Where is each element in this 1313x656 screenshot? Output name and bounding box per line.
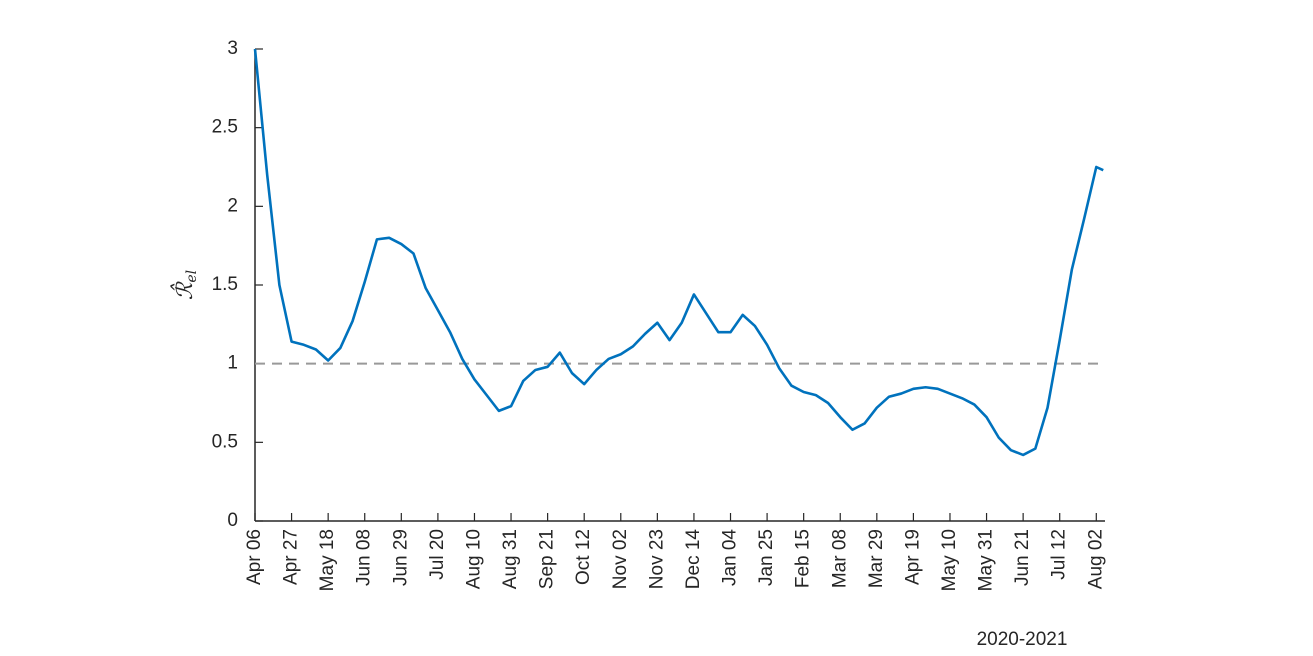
y-axis-label-main: ℛ̂ [170,281,198,300]
x-tick-label: Jan 04 [720,529,741,586]
x-tick-label: Mar 08 [829,529,850,588]
x-tick-label: Jun 08 [354,529,375,586]
x-tick-label: Mar 29 [866,529,887,588]
y-tick-label: 0 [227,510,238,531]
x-tick-label: Nov 02 [610,529,631,589]
y-tick-label: 2 [227,195,238,216]
y-tick-label: 1 [227,353,238,374]
x-tick-label: Aug 02 [1085,529,1106,589]
x-tick-label: Jun 29 [390,529,411,586]
y-axis-label-sub: el [184,270,200,283]
x-tick-label: May 10 [939,529,960,591]
x-tick-label: Dec 14 [683,529,704,590]
data-line [253,48,1104,457]
y-tick-label: 1.5 [212,274,238,295]
y-tick-label: 2.5 [212,117,238,138]
x-tick-label: Apr 27 [281,529,302,585]
x-tick-label: Feb 15 [793,529,814,588]
x-tick-label: May 31 [976,529,997,591]
x-tick-label: Aug 10 [463,529,484,589]
x-tick-label: Jun 21 [1012,529,1033,586]
x-tick-label: Apr 19 [902,529,923,585]
x-tick-label: Jul 12 [1049,529,1070,580]
x-tick-label: Jan 25 [756,529,777,586]
x-tick-label: Oct 12 [573,529,594,585]
x-tick-label: Apr 06 [244,529,265,585]
y-axis-label: ℛ̂el [170,270,200,300]
x-tick-label: Nov 23 [646,529,667,589]
x-tick-label: Aug 31 [500,529,521,589]
x-axis-label: 2020-2021 [977,629,1068,650]
y-tick-label: 3 [227,38,238,59]
y-tick-label: 0.5 [212,431,238,452]
x-tick-label: May 18 [317,529,338,591]
x-tick-label: Jul 20 [427,529,448,580]
x-tick-label: Sep 21 [537,529,558,589]
